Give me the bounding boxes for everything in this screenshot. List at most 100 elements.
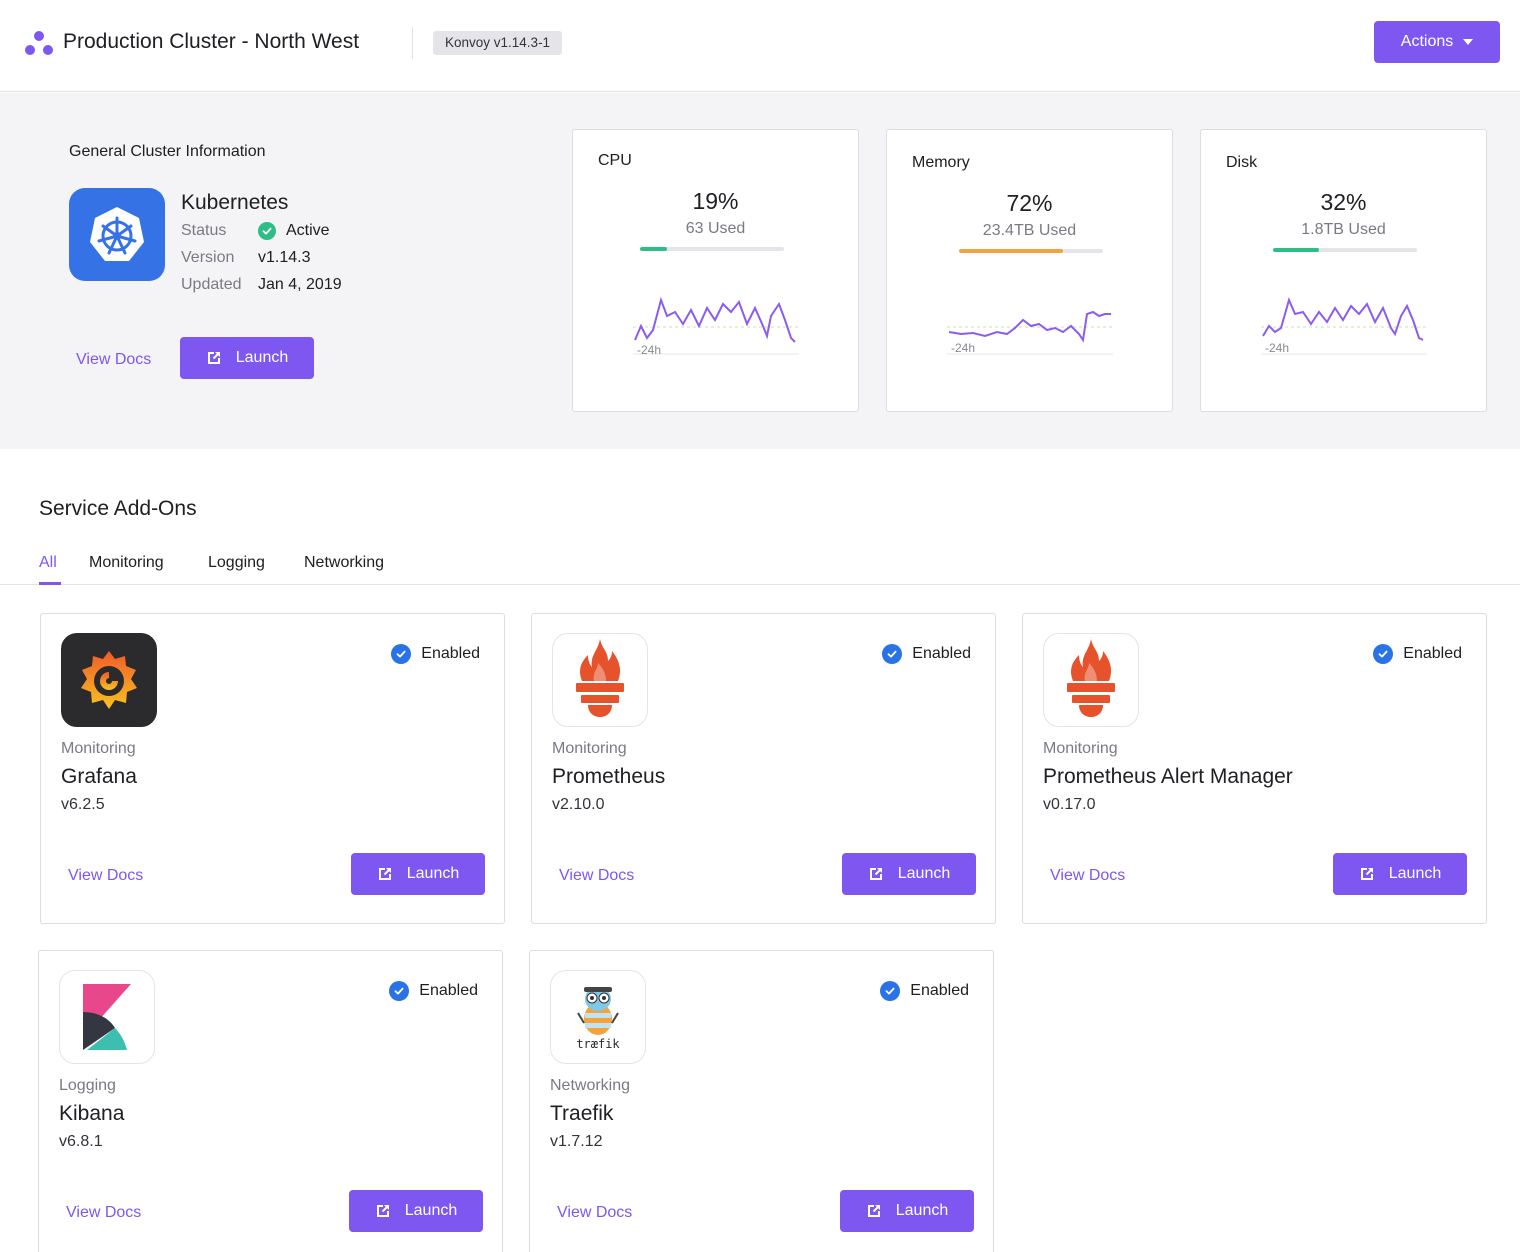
- addon-card-alert-manager: Enabled Monitoring Prometheus Alert Mana…: [1022, 613, 1487, 924]
- external-link-icon: [867, 1205, 880, 1217]
- updated-value: Jan 4, 2019: [258, 276, 342, 293]
- launch-label: Launch: [404, 1202, 458, 1219]
- kibana-logo: [59, 970, 155, 1064]
- cpu-sparkline: [633, 296, 799, 355]
- launch-label: Launch: [1388, 865, 1442, 882]
- usage-bar: [640, 247, 784, 251]
- actions-button[interactable]: Actions: [1374, 21, 1500, 63]
- external-link-icon: [376, 1205, 389, 1217]
- kubernetes-icon: [90, 206, 144, 261]
- grafana-icon: [81, 651, 137, 709]
- addon-name: Traefik: [550, 1102, 614, 1125]
- launch-button[interactable]: Launch: [840, 1190, 974, 1232]
- tab-networking[interactable]: Networking: [304, 554, 385, 571]
- active-tab-indicator: [39, 582, 61, 585]
- metric-label: CPU: [598, 152, 632, 169]
- grafana-logo: [61, 633, 157, 727]
- metric-label: Disk: [1226, 154, 1258, 171]
- view-docs-link[interactable]: View Docs: [68, 867, 144, 884]
- addon-card-grafana: Enabled Monitoring Grafana v6.2.5 View D…: [40, 613, 505, 924]
- traefik-logo: træfik: [550, 970, 646, 1064]
- version-label: Version: [181, 249, 235, 266]
- disk-sparkline: [1261, 297, 1427, 355]
- external-link-icon: [869, 868, 882, 880]
- launch-button[interactable]: Launch: [842, 853, 976, 895]
- time-range-label: -24h: [1265, 341, 1290, 355]
- metric-card-disk: Disk 32% 1.8TB Used -24h: [1200, 129, 1487, 412]
- launch-button[interactable]: Launch: [349, 1190, 483, 1232]
- traefik-icon: [577, 987, 619, 1035]
- launch-button[interactable]: Launch: [351, 853, 485, 895]
- enabled-label: Enabled: [421, 645, 480, 662]
- metric-percent: 72%: [1006, 190, 1053, 216]
- external-link-icon: [378, 868, 391, 880]
- metric-used: 1.8TB Used: [1301, 221, 1386, 238]
- enabled-label: Enabled: [1403, 645, 1462, 662]
- addon-version: v0.17.0: [1043, 796, 1096, 813]
- addon-category: Monitoring: [1043, 740, 1118, 757]
- launch-label: Launch: [406, 865, 460, 882]
- tab-monitoring[interactable]: Monitoring: [89, 554, 164, 571]
- view-docs-link[interactable]: View Docs: [66, 1204, 142, 1221]
- enabled-status: Enabled: [1373, 644, 1462, 664]
- addon-version: v2.10.0: [552, 796, 605, 813]
- time-range-label: -24h: [637, 343, 662, 357]
- view-docs-link[interactable]: View Docs: [1050, 867, 1126, 884]
- metric-card-memory: Memory 72% 23.4TB Used -24h: [886, 129, 1173, 412]
- header-divider: [412, 27, 413, 59]
- time-range-label: -24h: [951, 341, 976, 355]
- addon-tabs: All Monitoring Logging Networking: [0, 540, 1520, 585]
- launch-label: Launch: [897, 865, 951, 882]
- enabled-status: Enabled: [882, 644, 971, 664]
- view-docs-link[interactable]: View Docs: [557, 1204, 633, 1221]
- addon-category: Networking: [550, 1077, 631, 1094]
- version-value: v1.14.3: [258, 249, 311, 266]
- addon-version: v6.2.5: [61, 796, 105, 813]
- addon-name: Kibana: [59, 1102, 125, 1125]
- addon-version: v1.7.12: [550, 1133, 603, 1150]
- general-cluster-info-title: General Cluster Information: [69, 143, 266, 160]
- check-circle-icon: [880, 981, 901, 1001]
- cluster-launch-button[interactable]: Launch: [180, 337, 314, 379]
- metric-percent: 19%: [692, 188, 739, 214]
- tab-all[interactable]: All: [39, 554, 57, 571]
- top-bar: Production Cluster - North West Konvoy v…: [0, 0, 1520, 92]
- enabled-status: Enabled: [389, 981, 478, 1001]
- prometheus-icon: [1067, 639, 1115, 717]
- usage-bar: [1273, 248, 1417, 252]
- traefik-wordmark: træfik: [576, 1037, 620, 1051]
- cluster-service-name: Kubernetes: [181, 191, 289, 214]
- view-docs-link[interactable]: View Docs: [559, 867, 635, 884]
- check-circle-icon: [1373, 644, 1394, 664]
- metric-card-cpu: CPU 19% 63 Used -24h: [572, 129, 859, 412]
- prometheus-logo: [552, 633, 648, 727]
- launch-button[interactable]: Launch: [1333, 853, 1467, 895]
- addon-category: Monitoring: [61, 740, 136, 757]
- metric-used: 63 Used: [685, 220, 746, 237]
- enabled-label: Enabled: [910, 982, 969, 999]
- actions-button-label: Actions: [1400, 33, 1454, 50]
- metric-label: Memory: [912, 154, 970, 171]
- check-circle-icon: [882, 644, 903, 664]
- kubernetes-logo: [69, 188, 165, 281]
- check-circle-icon: [391, 644, 412, 664]
- prometheus-icon: [576, 639, 624, 717]
- status-check-icon: [258, 222, 276, 240]
- external-link-icon: [207, 352, 220, 364]
- enabled-label: Enabled: [912, 645, 971, 662]
- cluster-view-docs-link[interactable]: View Docs: [76, 351, 152, 368]
- addon-name: Prometheus Alert Manager: [1043, 765, 1293, 788]
- addon-category: Monitoring: [552, 740, 627, 757]
- service-addons-title: Service Add-Ons: [39, 497, 197, 520]
- cluster-logo-icon: [25, 31, 53, 55]
- version-badge: Konvoy v1.14.3-1: [433, 31, 563, 55]
- addon-name: Grafana: [61, 765, 137, 788]
- metric-used: 23.4TB Used: [982, 222, 1077, 239]
- external-link-icon: [1360, 868, 1373, 880]
- kibana-icon: [83, 984, 131, 1050]
- launch-label: Launch: [895, 1202, 949, 1219]
- cluster-title: Production Cluster - North West: [63, 30, 360, 53]
- tab-logging[interactable]: Logging: [208, 554, 265, 571]
- memory-sparkline: [947, 310, 1113, 355]
- addon-name: Prometheus: [552, 765, 666, 788]
